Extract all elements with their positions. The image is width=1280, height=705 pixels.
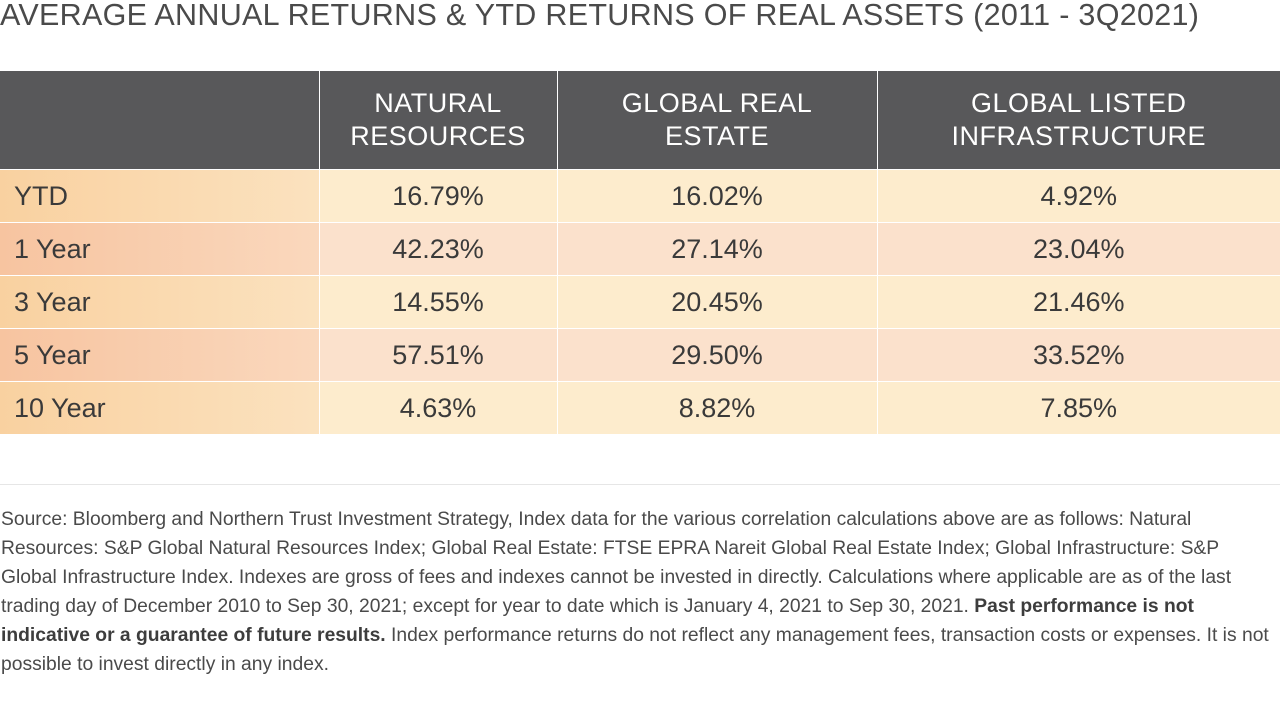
header-row: NATURAL RESOURCES GLOBAL REAL ESTATE GLO… bbox=[0, 71, 1280, 170]
table-cell: 27.14% bbox=[556, 222, 877, 276]
column-header-line: INFRASTRUCTURE bbox=[951, 121, 1206, 151]
table-row-ytd: YTD 16.79% 16.02% 4.92% bbox=[0, 169, 1280, 223]
column-header-line: GLOBAL LISTED bbox=[970, 88, 1187, 118]
table-cell: 4.63% bbox=[318, 381, 557, 434]
row-label: 5 Year bbox=[0, 328, 319, 382]
row-label: 1 Year bbox=[0, 222, 319, 276]
table-cell: 8.82% bbox=[556, 381, 877, 434]
table-cell: 20.45% bbox=[556, 275, 877, 329]
divider bbox=[0, 484, 1280, 485]
table-row-5-year: 5 Year 57.51% 29.50% 33.52% bbox=[0, 328, 1280, 382]
table-row-10-year: 10 Year 4.63% 8.82% 7.85% bbox=[0, 381, 1280, 434]
header-corner-cell bbox=[0, 71, 319, 170]
table-cell: 42.23% bbox=[318, 222, 557, 276]
table-cell: 57.51% bbox=[318, 328, 557, 382]
column-header-global-real-estate: GLOBAL REAL ESTATE bbox=[556, 71, 877, 170]
column-header-line: GLOBAL REAL bbox=[621, 88, 813, 118]
source-footnote: Source: Bloomberg and Northern Trust Inv… bbox=[1, 505, 1277, 679]
table-cell: 16.79% bbox=[318, 169, 557, 223]
returns-table: NATURAL RESOURCES GLOBAL REAL ESTATE GLO… bbox=[0, 71, 1280, 434]
footnote-text-end: Index performance returns do not reflect… bbox=[1, 625, 1269, 675]
table-cell: 23.04% bbox=[876, 222, 1280, 276]
row-label: 3 Year bbox=[0, 275, 319, 329]
table-cell: 33.52% bbox=[876, 328, 1280, 382]
table-cell: 14.55% bbox=[318, 275, 557, 329]
column-header-line: ESTATE bbox=[664, 121, 769, 151]
row-label: 10 Year bbox=[0, 381, 319, 434]
column-header-line: NATURAL bbox=[374, 88, 502, 118]
row-label: YTD bbox=[0, 169, 319, 223]
footnote-disclaimer-bold: Past performance is not indicative or a … bbox=[1, 596, 1194, 646]
column-header-line: RESOURCES bbox=[350, 121, 526, 151]
column-header-natural-resources: NATURAL RESOURCES bbox=[318, 71, 557, 170]
table-cell: 29.50% bbox=[556, 328, 877, 382]
table-cell: 16.02% bbox=[556, 169, 877, 223]
table-cell: 21.46% bbox=[876, 275, 1280, 329]
table-row-3-year: 3 Year 14.55% 20.45% 21.46% bbox=[0, 275, 1280, 329]
footnote-text: Source: Bloomberg and Northern Trust Inv… bbox=[1, 509, 1232, 617]
chart-title: AVERAGE ANNUAL RETURNS & YTD RETURNS OF … bbox=[0, 0, 1200, 32]
table-cell: 7.85% bbox=[876, 381, 1280, 434]
column-header-global-listed-infrastructure: GLOBAL LISTED INFRASTRUCTURE bbox=[876, 71, 1280, 170]
table-cell: 4.92% bbox=[876, 169, 1280, 223]
table-row-1-year: 1 Year 42.23% 27.14% 23.04% bbox=[0, 222, 1280, 276]
